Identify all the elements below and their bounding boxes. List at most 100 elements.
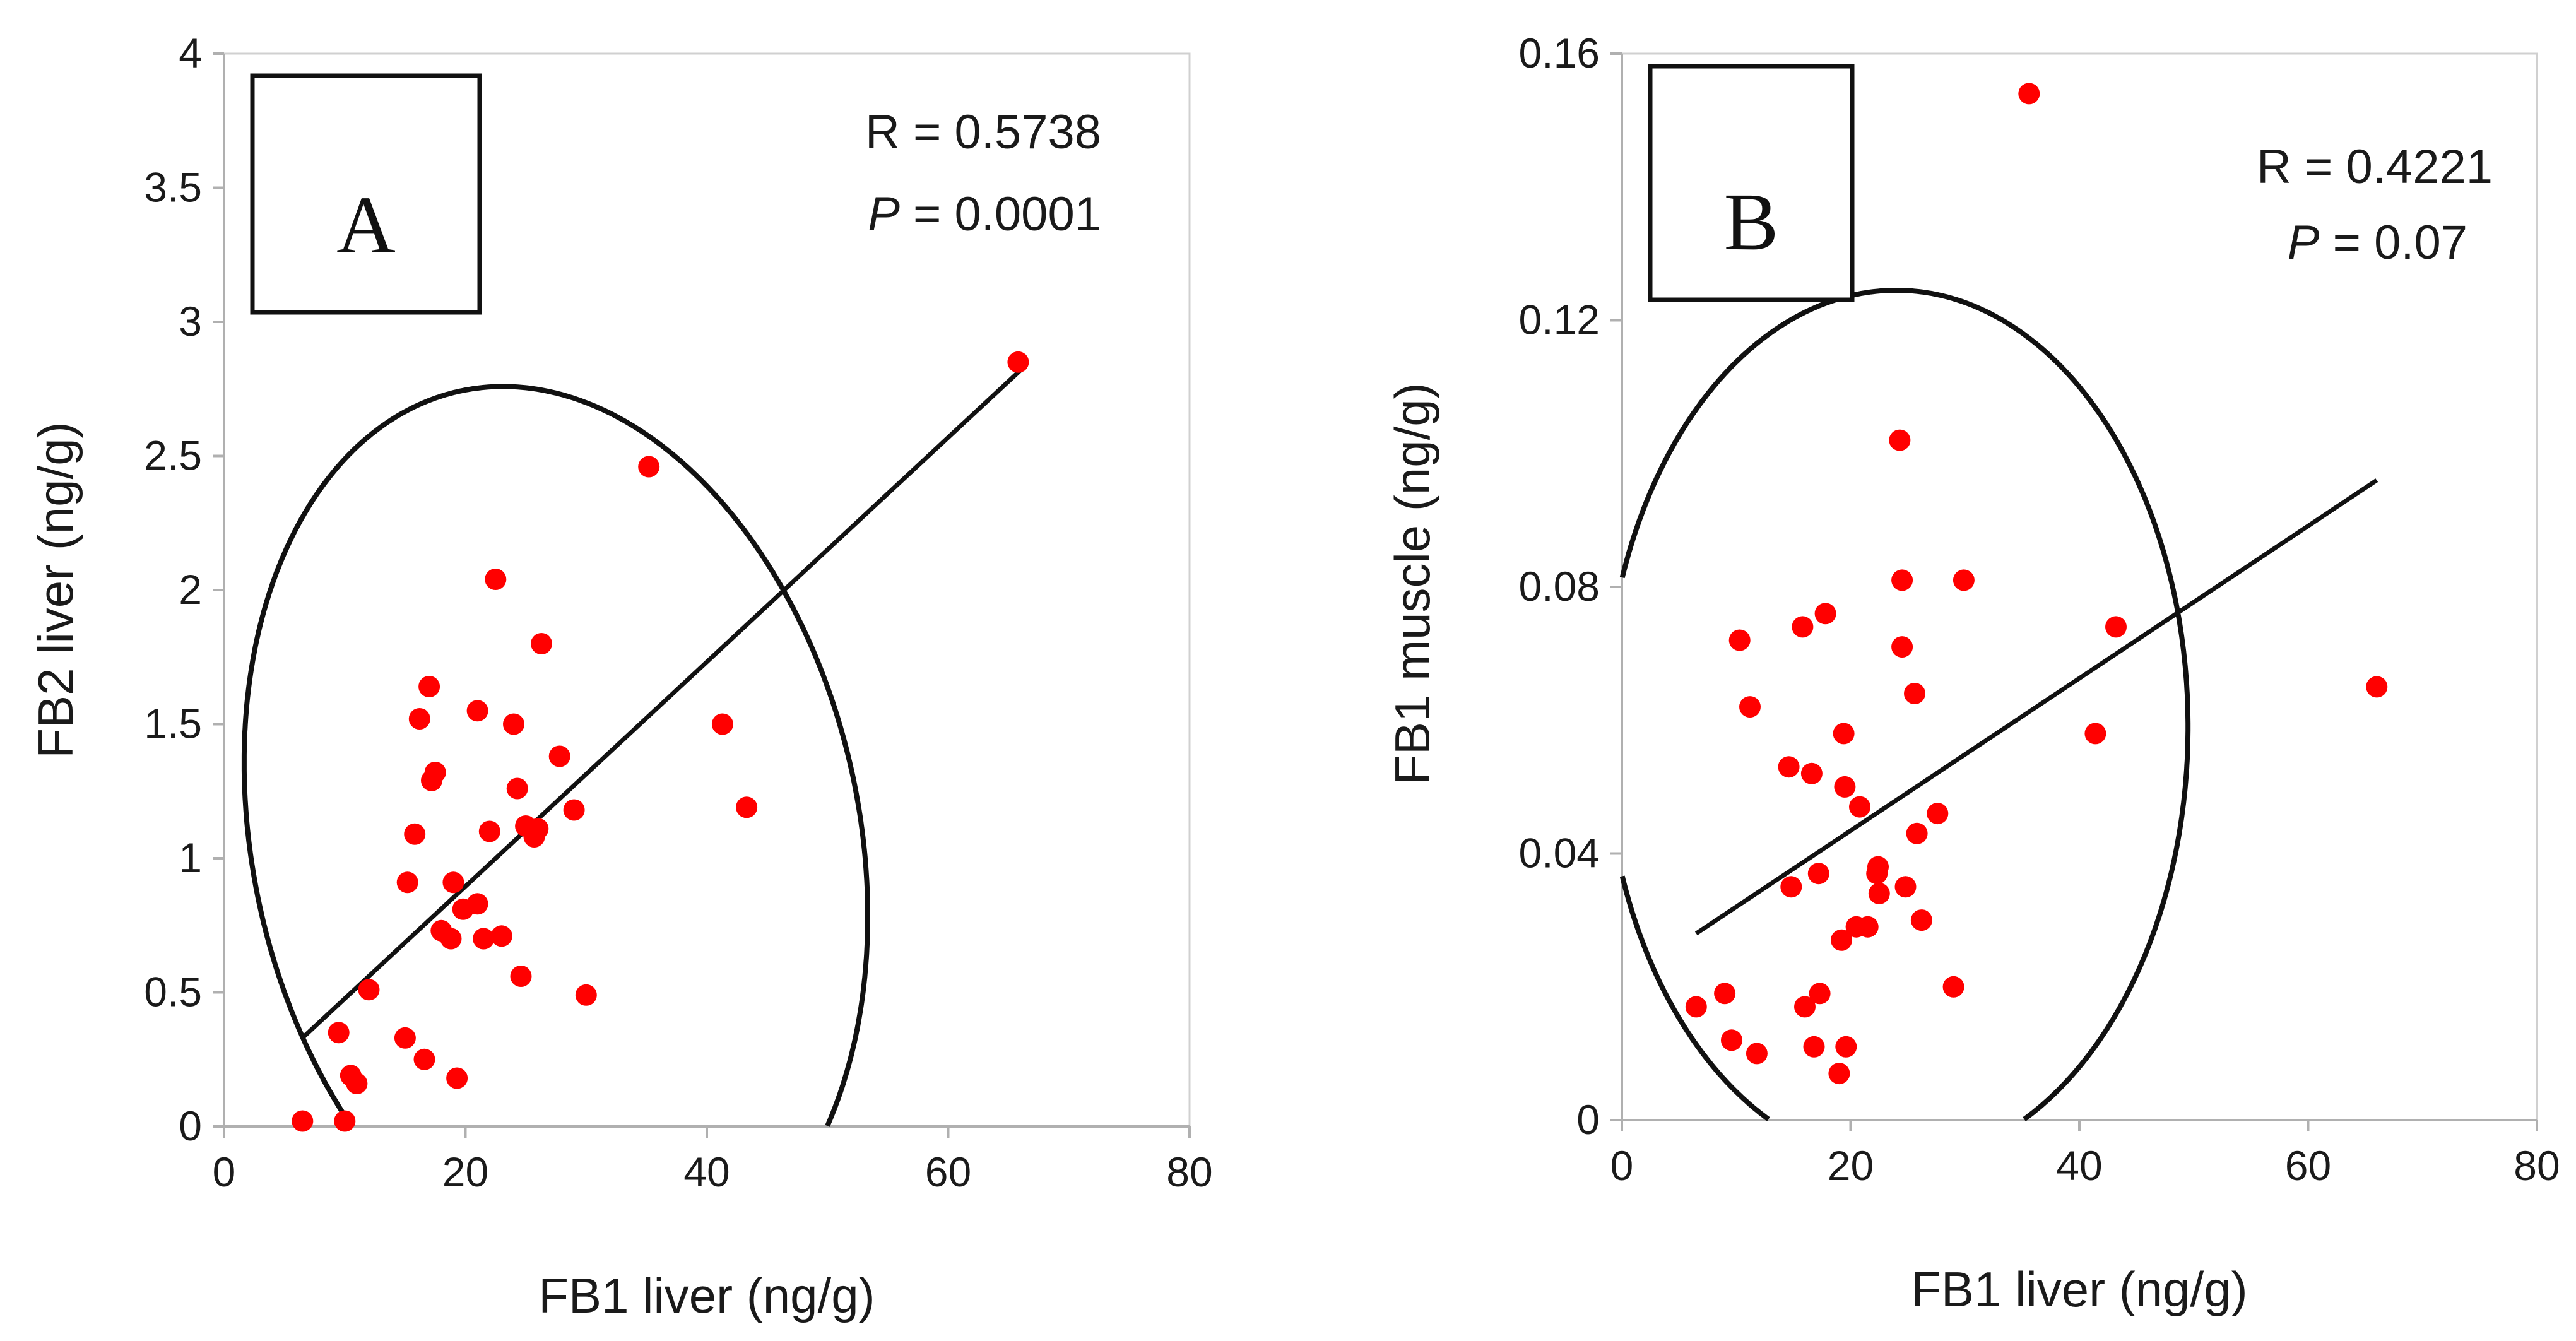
- data-point-b: [1792, 616, 1814, 638]
- y-tick-label: 3.5: [144, 164, 202, 211]
- data-point-b: [1891, 569, 1913, 591]
- x-tick-label: 60: [925, 1149, 971, 1195]
- data-point-b: [1857, 916, 1879, 938]
- data-point-b: [1746, 1043, 1768, 1065]
- data-point-a: [527, 818, 549, 840]
- confidence-ellipse-a: [241, 384, 870, 1128]
- data-point-b: [1835, 1036, 1857, 1058]
- data-point-a: [575, 984, 597, 1006]
- data-points-b: [1685, 83, 2388, 1085]
- x-tick-label: 60: [2285, 1142, 2331, 1189]
- data-point-b: [1906, 822, 1928, 844]
- y-tick-label: 1: [179, 834, 202, 881]
- data-point-b: [1778, 756, 1800, 778]
- y-tick-label: 1.5: [144, 700, 202, 747]
- x-axis-label-b: FB1 liver (ng/g): [1911, 1261, 2247, 1317]
- data-points-a: [292, 351, 1029, 1132]
- correlation-p-a: P = 0.0001: [868, 187, 1101, 241]
- panel-a: 0 0.5 1 1.5 2 2.5 3 3.5 4 0 20 40 60 80 A R = 0.5738…: [28, 30, 1213, 1323]
- data-point-b: [1942, 976, 1964, 998]
- panel-label-box-b: [1648, 64, 1855, 302]
- data-point-a: [1007, 351, 1029, 373]
- data-point-b: [2018, 83, 2040, 105]
- data-point-b: [1891, 636, 1913, 658]
- data-point-a: [563, 799, 585, 821]
- data-point-a: [548, 745, 570, 767]
- panel-label-a: A: [336, 180, 396, 271]
- x-axis-label-a: FB1 liver (ng/g): [538, 1268, 875, 1323]
- data-point-b: [1849, 796, 1870, 818]
- data-point-a: [396, 871, 418, 894]
- data-point-b: [1728, 629, 1751, 651]
- data-point-a: [408, 708, 430, 730]
- data-point-b: [1953, 569, 1975, 591]
- data-point-a: [446, 1067, 468, 1089]
- data-point-a: [358, 979, 380, 1001]
- y-tick-label: 0.08: [1519, 563, 1600, 610]
- data-point-b: [1910, 909, 1932, 931]
- data-point-a: [292, 1110, 314, 1132]
- data-point-b: [2105, 616, 2127, 638]
- y-tick-label: 0.5: [144, 969, 202, 1015]
- data-point-a: [478, 820, 500, 842]
- y-tick-label: 0.12: [1519, 297, 1600, 343]
- y-axis-label-b: FB1 muscle (ng/g): [1385, 382, 1440, 784]
- data-point-a: [334, 1110, 356, 1132]
- regression-line-b: [1694, 478, 2378, 936]
- data-point-a: [711, 713, 733, 735]
- data-point-b: [1803, 1036, 1825, 1058]
- data-point-a: [418, 676, 440, 697]
- correlation-r-a: R = 0.5738: [865, 105, 1101, 159]
- x-ticks-a: 0 20 40 60 80: [213, 1126, 1213, 1195]
- data-point-b: [2084, 723, 2106, 745]
- y-ticks-b: 0 0.04 0.08 0.12 0.16: [1519, 30, 1622, 1143]
- data-point-b: [1833, 723, 1855, 745]
- x-tick-label: 0: [213, 1149, 236, 1195]
- data-point-b: [1889, 429, 1911, 451]
- x-tick-label: 40: [683, 1149, 730, 1195]
- data-point-b: [1904, 683, 1925, 704]
- y-tick-label: 2: [179, 566, 202, 613]
- data-point-b: [1927, 803, 1949, 825]
- data-point-b: [1714, 983, 1736, 1005]
- data-point-b: [1809, 983, 1831, 1005]
- x-tick-label: 20: [1828, 1142, 1874, 1189]
- data-point-a: [394, 1027, 416, 1049]
- data-point-a: [346, 1073, 368, 1094]
- regression-line-a: [300, 368, 1022, 1040]
- y-tick-label: 0: [179, 1102, 202, 1149]
- data-point-a: [328, 1022, 350, 1044]
- data-point-b: [1780, 876, 1802, 898]
- y-tick-label: 2.5: [144, 432, 202, 479]
- y-tick-label: 4: [179, 30, 202, 76]
- data-point-b: [2366, 676, 2388, 698]
- data-point-a: [531, 633, 552, 654]
- y-tick-label: 0.04: [1519, 830, 1600, 877]
- y-ticks-a: 0 0.5 1 1.5 2 2.5 3 3.5 4: [144, 30, 224, 1149]
- data-point-a: [485, 569, 507, 590]
- data-point-a: [490, 925, 512, 947]
- correlation-r-b: R = 0.4221: [2257, 140, 2493, 194]
- data-point-b: [1721, 1029, 1742, 1051]
- y-tick-label: 3: [179, 298, 202, 345]
- data-point-a: [510, 966, 532, 987]
- data-point-a: [638, 456, 660, 478]
- x-tick-label: 20: [442, 1149, 488, 1195]
- panel-label-b: B: [1724, 177, 1779, 268]
- correlation-p-b: P = 0.07: [2288, 216, 2467, 269]
- data-point-a: [503, 713, 524, 735]
- data-point-a: [736, 796, 758, 818]
- data-point-b: [1794, 996, 1816, 1018]
- data-point-b: [1834, 776, 1856, 798]
- data-point-a: [413, 1048, 435, 1070]
- data-point-a: [466, 700, 488, 722]
- data-point-b: [1685, 996, 1707, 1018]
- panel-label-box-a: [250, 73, 482, 315]
- y-tick-label: 0: [1576, 1096, 1600, 1143]
- data-point-a: [506, 777, 528, 800]
- data-point-b: [1800, 762, 1823, 784]
- x-ticks-b: 0 20 40 60 80: [1610, 1120, 2560, 1189]
- y-axis-label-a: FB2 liver (ng/g): [28, 422, 83, 758]
- data-point-b: [1807, 863, 1829, 885]
